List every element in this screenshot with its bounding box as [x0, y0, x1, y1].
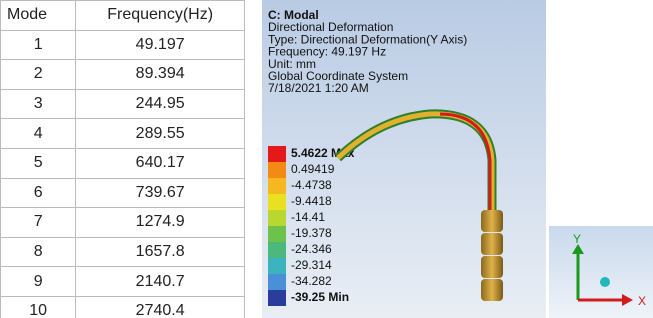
- legend-label: -4.4738: [291, 178, 332, 192]
- legend-swatch: [268, 290, 286, 306]
- legend-swatch: [268, 258, 286, 274]
- legend-label: -24.346: [291, 242, 332, 256]
- legend-swatch: [268, 194, 286, 210]
- legend-swatch: [268, 162, 286, 178]
- legend-label: -14.41: [291, 210, 325, 224]
- legend-swatch: [268, 146, 286, 162]
- legend-swatch: [268, 210, 286, 226]
- page: Mode Frequency(Hz) 149.197289.3943244.95…: [0, 0, 653, 318]
- legend-label: -19.378: [291, 226, 332, 240]
- legend-label: -34.282: [291, 274, 332, 288]
- triad-ball: [600, 277, 610, 287]
- x-axis-label: X: [638, 294, 646, 308]
- legend-swatch: [268, 178, 286, 194]
- legend-swatch: [268, 274, 286, 290]
- legend-label: -9.4418: [291, 194, 332, 208]
- y-axis-label: Y: [573, 232, 581, 246]
- legend-swatch: [268, 226, 286, 242]
- ansys-view: C: ModalDirectional DeformationType: Dir…: [0, 0, 653, 318]
- legend-swatch: [268, 242, 286, 258]
- legend-label: -39.25 Min: [291, 290, 349, 304]
- legend-label: 0.49419: [291, 162, 335, 176]
- result-info: 7/18/2021 1:20 AM: [268, 81, 369, 95]
- legend-label: -29.314: [291, 258, 332, 272]
